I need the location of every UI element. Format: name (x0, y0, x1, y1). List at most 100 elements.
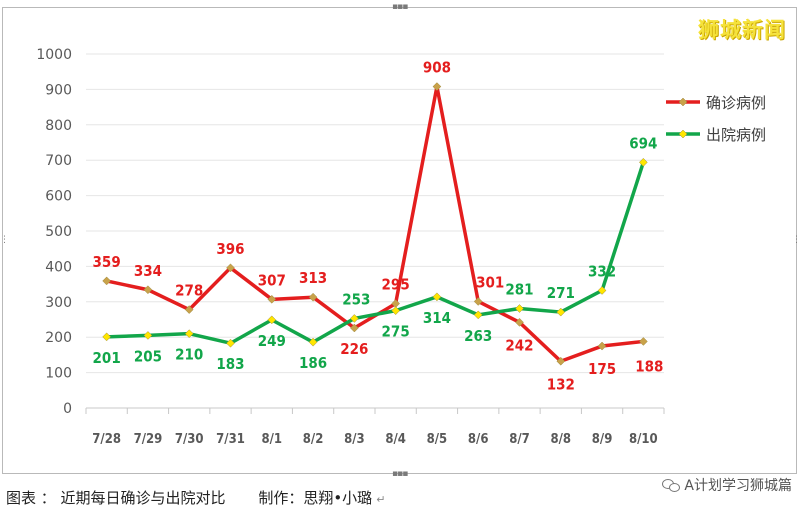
data-label: 249 (258, 332, 286, 350)
data-label: 307 (258, 271, 286, 289)
data-point (143, 285, 153, 295)
y-tick-label: 200 (45, 330, 72, 346)
data-label: 175 (588, 360, 616, 378)
data-label: 263 (464, 327, 492, 345)
data-label: 359 (93, 253, 121, 271)
figure-caption: 图表 ： 近期每日确诊与出院对比 制作：思翔•小璐 ↵ (6, 487, 389, 508)
resize-handle-top[interactable]: ▪▪▪ (392, 2, 408, 12)
y-tick-label: 0 (63, 401, 72, 417)
data-point (432, 82, 442, 91)
data-point (143, 331, 153, 340)
caption-return-mark: ↵ (376, 493, 386, 506)
legend-marker (678, 129, 688, 139)
y-tick-label: 300 (45, 295, 72, 311)
data-label: 396 (216, 240, 244, 258)
legend-marker (678, 97, 688, 107)
data-point (556, 307, 566, 317)
x-tick-label: 8/8 (551, 432, 572, 447)
y-tick-label: 800 (45, 118, 72, 134)
data-point (515, 304, 524, 313)
legend-entry: 出院病例 (706, 126, 766, 144)
data-label: 183 (216, 355, 244, 373)
data-point (267, 294, 277, 304)
data-point (226, 338, 235, 348)
y-tick-label: 400 (45, 259, 72, 275)
data-point (597, 341, 607, 351)
y-tick-label: 100 (45, 366, 72, 382)
series-line-2 (104, 160, 646, 345)
data-point (350, 323, 359, 333)
x-tick-label: 8/7 (509, 432, 530, 447)
chart-frame (2, 7, 797, 474)
data-point (597, 286, 607, 295)
resize-handle-bottom[interactable]: ▪▪▪ (392, 469, 408, 479)
y-tick-label: 500 (45, 224, 72, 240)
data-label: 205 (134, 347, 162, 365)
data-label: 313 (299, 269, 327, 287)
x-tick-label: 7/30 (175, 432, 204, 447)
caption-label: 图表 ： 近期每日确诊与出院对比 (6, 489, 226, 507)
y-tick-label: 900 (45, 82, 72, 98)
data-point (556, 356, 566, 366)
x-tick-label: 8/6 (468, 432, 489, 447)
data-label: 295 (382, 276, 410, 294)
y-tick-label: 700 (45, 153, 72, 169)
x-tick-label: 8/2 (303, 432, 324, 447)
series-line-1 (104, 84, 646, 364)
data-point (226, 263, 235, 273)
data-point (350, 314, 359, 323)
x-tick-label: 7/28 (92, 432, 121, 447)
data-point (308, 337, 318, 347)
caption-author: 制作：思翔•小璐 (258, 489, 373, 507)
watermark-logo: 狮城新闻 (698, 18, 786, 42)
footer-brand-text: A计划学习狮城篇 (684, 478, 792, 494)
x-tick-label: 7/29 (134, 432, 163, 447)
data-point (639, 337, 648, 346)
data-label: 271 (547, 284, 575, 302)
data-point (473, 297, 483, 306)
data-label: 188 (635, 357, 663, 375)
x-tick-label: 8/3 (344, 432, 365, 447)
line-chart: 0 100 200 300 400 500 600 700 800 900 1000 7/28 7/29… (36, 47, 766, 447)
data-label: 301 (476, 273, 504, 291)
data-label: 332 (588, 262, 616, 280)
data-label: 201 (93, 349, 121, 367)
data-label: 242 (505, 336, 533, 354)
data-label: 275 (382, 323, 410, 341)
x-tick-label: 8/9 (592, 432, 613, 447)
legend-entry: 确诊病例 (706, 94, 766, 112)
x-tick-label: 8/5 (427, 432, 448, 447)
data-point (102, 332, 111, 342)
data-label: 186 (299, 354, 327, 372)
data-point (308, 292, 318, 302)
y-tick-label: 1000 (36, 47, 72, 63)
resize-handle-left[interactable]: ⋮ (0, 235, 9, 245)
data-point (639, 157, 648, 167)
data-point (515, 317, 524, 327)
data-point (102, 276, 111, 286)
data-point (184, 329, 194, 339)
data-point (432, 292, 442, 302)
x-tick-label: 8/4 (385, 432, 406, 447)
footer-brand: A计划学习狮城篇 (661, 475, 792, 495)
data-point (391, 306, 400, 316)
resize-handle-right[interactable]: ⋮ (792, 235, 800, 245)
data-label: 226 (340, 340, 368, 358)
x-tick-label: 7/31 (216, 432, 245, 447)
y-tick-label: 600 (45, 189, 72, 205)
data-point (184, 305, 194, 314)
data-label: 253 (342, 290, 370, 308)
data-label: 210 (175, 346, 203, 364)
wechat-icon (661, 477, 681, 493)
data-label: 281 (505, 281, 533, 299)
data-label: 334 (134, 262, 162, 280)
data-label: 908 (423, 59, 451, 77)
x-tick-label: 8/1 (262, 432, 283, 447)
data-label: 132 (547, 375, 575, 393)
data-label: 314 (423, 309, 451, 327)
data-label: 278 (175, 282, 203, 300)
data-point (473, 310, 483, 320)
data-point (267, 315, 277, 325)
x-tick-label: 8/10 (629, 432, 658, 447)
data-label: 694 (629, 134, 657, 152)
